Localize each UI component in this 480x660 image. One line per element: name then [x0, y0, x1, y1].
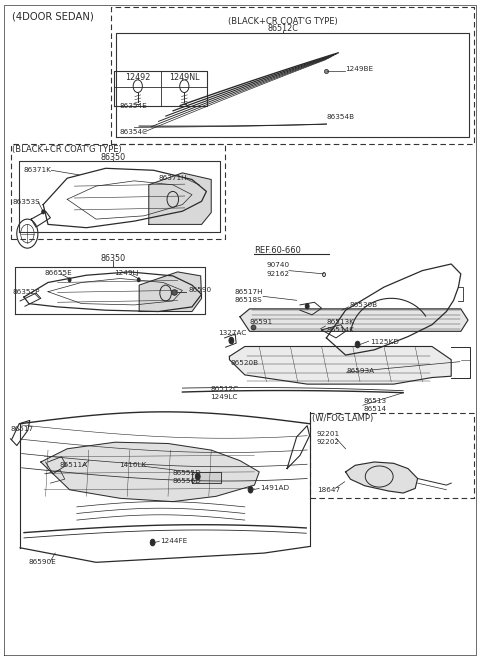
Polygon shape: [192, 472, 221, 483]
Circle shape: [137, 278, 140, 282]
Text: 86520B: 86520B: [230, 360, 259, 366]
Text: (BLACK+CR COAT'G TYPE): (BLACK+CR COAT'G TYPE): [12, 145, 122, 154]
Text: 1491AD: 1491AD: [260, 485, 289, 492]
Text: 86350: 86350: [100, 254, 125, 263]
Text: 1249LJ: 1249LJ: [114, 269, 139, 276]
Circle shape: [248, 486, 253, 493]
Text: 86517: 86517: [11, 426, 34, 432]
Text: 92162: 92162: [267, 271, 290, 277]
Text: 1249BE: 1249BE: [346, 65, 374, 72]
Text: 86371H: 86371H: [158, 175, 187, 182]
Text: 1244FE: 1244FE: [160, 538, 188, 544]
Text: 86512C: 86512C: [268, 24, 299, 33]
Polygon shape: [229, 346, 451, 384]
Circle shape: [150, 539, 155, 546]
Text: 86353S: 86353S: [12, 199, 40, 205]
Text: 86517H: 86517H: [234, 288, 263, 295]
Text: 86513K: 86513K: [326, 319, 354, 325]
Text: 86354C: 86354C: [119, 129, 147, 135]
Text: 86590: 86590: [188, 287, 211, 294]
Text: 86555D: 86555D: [173, 470, 202, 477]
Text: 86512C: 86512C: [210, 386, 239, 393]
Text: REF.60-660: REF.60-660: [254, 246, 301, 255]
Circle shape: [229, 337, 234, 344]
Text: 86513: 86513: [364, 398, 387, 405]
Text: 1249LC: 1249LC: [210, 394, 238, 401]
Text: 90740: 90740: [267, 262, 290, 269]
Text: 86371K: 86371K: [23, 167, 51, 174]
Text: 18647: 18647: [317, 486, 340, 493]
Polygon shape: [139, 272, 202, 312]
Text: 1249NL: 1249NL: [169, 73, 200, 82]
Text: 1125KD: 1125KD: [371, 339, 399, 345]
Text: 86514K: 86514K: [326, 327, 354, 333]
Text: 86518S: 86518S: [234, 296, 262, 303]
Text: (BLACK+CR COAT'G TYPE): (BLACK+CR COAT'G TYPE): [228, 16, 338, 26]
Text: 86556D: 86556D: [173, 478, 202, 484]
Text: 1327AC: 1327AC: [218, 329, 247, 336]
Circle shape: [355, 341, 360, 348]
Text: 86593A: 86593A: [347, 368, 375, 374]
Text: (4DOOR SEDAN): (4DOOR SEDAN): [12, 11, 94, 22]
Polygon shape: [240, 309, 468, 331]
Text: 92202: 92202: [317, 439, 340, 446]
Circle shape: [305, 304, 309, 309]
Polygon shape: [41, 442, 259, 502]
Text: 86655E: 86655E: [44, 269, 72, 276]
Text: 86530B: 86530B: [349, 302, 378, 308]
Text: 86352P: 86352P: [12, 289, 40, 296]
Text: 86590E: 86590E: [29, 559, 57, 566]
Text: 86350: 86350: [100, 152, 125, 162]
Circle shape: [68, 278, 71, 282]
Text: 1416LK: 1416LK: [119, 461, 146, 468]
Polygon shape: [346, 462, 418, 493]
Text: 86354B: 86354B: [326, 114, 355, 121]
Text: 92201: 92201: [317, 431, 340, 438]
Text: 12492: 12492: [125, 73, 150, 82]
Circle shape: [195, 473, 200, 480]
Text: 86514: 86514: [364, 406, 387, 412]
Polygon shape: [149, 173, 211, 224]
Circle shape: [42, 210, 45, 214]
Text: (W/FOG LAMP): (W/FOG LAMP): [312, 414, 373, 423]
Text: 86591: 86591: [250, 319, 273, 325]
Text: 86511A: 86511A: [60, 461, 88, 468]
Text: 86354E: 86354E: [119, 102, 147, 109]
